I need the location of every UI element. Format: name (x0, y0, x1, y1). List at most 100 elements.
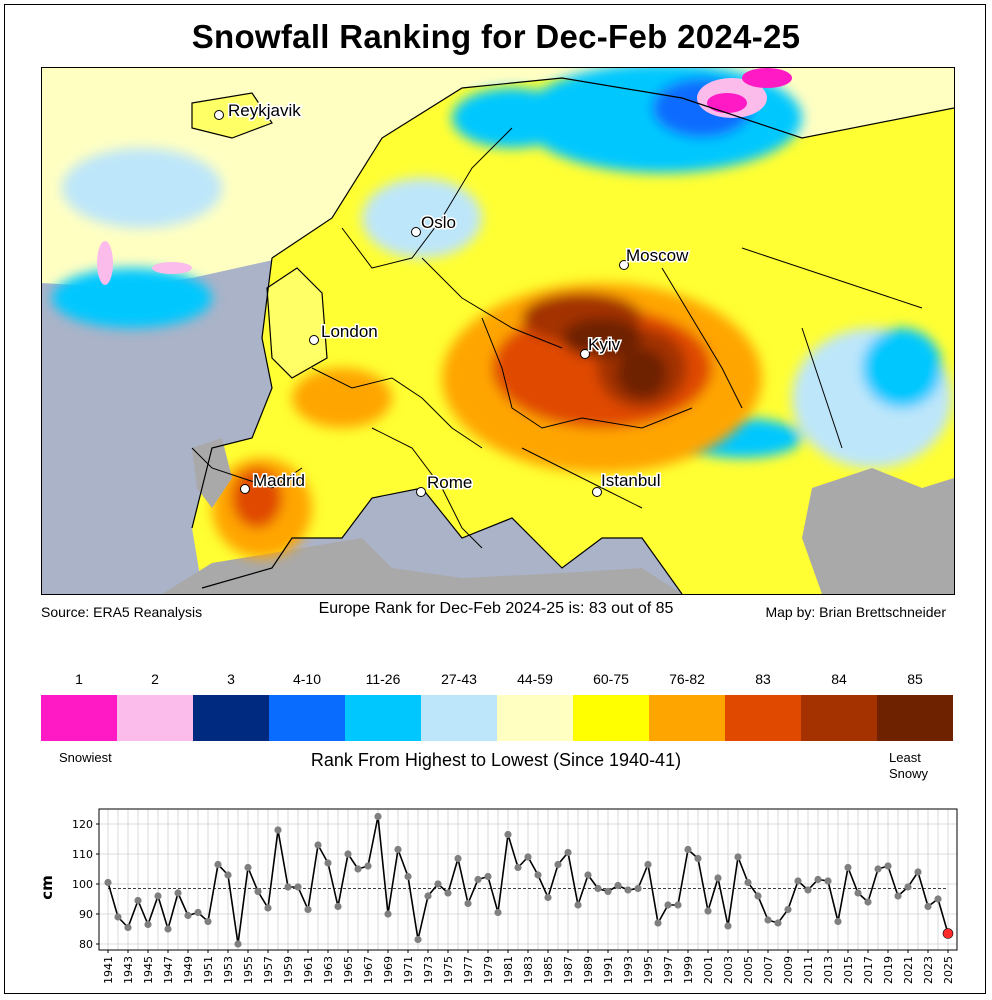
legend-label-9: 83 (755, 671, 771, 687)
data-point (514, 863, 522, 872)
data-point (264, 904, 272, 912)
data-point (704, 907, 712, 915)
x-tick-label: 2003 (722, 956, 735, 984)
snowfall-rank-map: Reykjavik Oslo Moscow London Kyiv Madrid… (42, 68, 954, 594)
legend-label-6: 44-59 (517, 671, 553, 687)
x-tick-label: 1999 (682, 956, 695, 984)
city-label-reykjavik: Reykjavik (228, 101, 301, 120)
map-region-blue (452, 88, 572, 148)
timeseries-svg: 80 90 100 110 120 1941 1943 1945 1947 1949 1951 195… (38, 808, 958, 984)
data-point (104, 878, 112, 887)
figure-frame (4, 4, 986, 994)
map-region-lightblue (62, 148, 222, 228)
data-point (584, 871, 592, 879)
data-point (144, 920, 152, 929)
data-point (904, 883, 912, 891)
legend-left-label: Snowiest (59, 750, 112, 765)
x-tick-label: 1959 (282, 956, 295, 984)
data-point (784, 905, 792, 914)
x-tick-label: 1951 (202, 956, 215, 984)
map-city-markers: Reykjavik Oslo Moscow London Kyiv Madrid… (214, 100, 691, 497)
data-point (114, 913, 122, 921)
x-tick-label: 1975 (442, 956, 455, 984)
city-marker-reykjavik (214, 110, 224, 120)
map-region-blue (52, 268, 212, 328)
city-marker-london (309, 335, 319, 345)
legend-swatch-7 (573, 695, 649, 741)
data-point (644, 860, 652, 869)
data-point (934, 895, 942, 903)
x-tick-label: 2001 (702, 956, 715, 984)
legend-labels: 1 2 3 4-10 11-26 27-43 44-59 60-75 76-82 83 84 85 (41, 671, 953, 691)
legend-swatch-5 (421, 695, 497, 741)
plot-frame (98, 808, 958, 951)
data-point (744, 878, 752, 887)
legend-label-11: 85 (907, 671, 923, 687)
data-point (224, 871, 232, 879)
map-region-no-data (192, 438, 232, 508)
legend-right-label-line2: Snowy (889, 766, 929, 781)
data-point (194, 908, 202, 917)
map-land-uk (267, 268, 327, 378)
data-point (654, 919, 662, 927)
y-tick-label: 100 (72, 878, 93, 891)
data-point (834, 917, 842, 926)
data-point (374, 812, 382, 821)
map-region-magenta (742, 68, 792, 88)
x-tick-label: 1979 (482, 956, 495, 984)
legend-right-label-line1: Least (889, 750, 921, 765)
data-point (634, 884, 642, 893)
legend-swatch-6 (497, 695, 573, 741)
data-point (674, 901, 682, 909)
city-label-istanbul: Istanbul (601, 471, 661, 490)
data-point (164, 925, 172, 933)
data-point (354, 865, 362, 873)
x-tick-label: 1945 (142, 956, 155, 984)
data-point (764, 916, 772, 924)
legend-swatch-9 (725, 695, 801, 741)
x-tick-label: 2009 (782, 956, 795, 984)
data-point (504, 830, 512, 839)
legend-label-8: 76-82 (669, 671, 705, 687)
data-point (804, 886, 812, 894)
city-label-oslo: Oslo (421, 213, 456, 232)
x-tick-label: 2011 (802, 956, 815, 984)
city-label-london: London (321, 322, 378, 341)
data-point (854, 889, 862, 897)
data-point (244, 863, 252, 872)
data-point (394, 845, 402, 854)
x-tick-label: 1943 (122, 956, 135, 984)
legend-swatch-0 (41, 695, 117, 741)
map-credit: Map by: Brian Brettschneider (765, 604, 946, 620)
data-point (754, 892, 762, 900)
x-tick-label: 1971 (402, 956, 415, 984)
legend-swatch-4 (345, 695, 421, 741)
map-land-iceland (192, 93, 272, 138)
legend-label-2: 3 (227, 671, 235, 687)
data-point (814, 875, 822, 884)
data-point (774, 919, 782, 927)
x-tick-label: 1941 (102, 956, 115, 984)
x-tick-label: 2021 (902, 956, 915, 984)
x-tick-label: 1949 (182, 956, 195, 984)
x-tick-label: 1973 (422, 956, 435, 984)
data-point (724, 922, 732, 930)
map-borders (191, 127, 923, 549)
x-tick-label: 1989 (582, 956, 595, 984)
rank-summary: Europe Rank for Dec-Feb 2024-25 is: 83 o… (318, 600, 674, 617)
legend-title: Rank From Highest to Lowest (Since 1940-… (310, 750, 682, 770)
data-point (474, 875, 482, 884)
y-tick-label: 90 (79, 908, 93, 921)
data-point (284, 883, 292, 891)
x-tick-label: 2025 (942, 956, 955, 984)
legend-swatch-3 (269, 695, 345, 741)
x-tick-label: 2023 (922, 956, 935, 984)
europe-map: Reykjavik Oslo Moscow London Kyiv Madrid… (41, 67, 955, 595)
map-region-red (232, 468, 282, 528)
data-point (304, 905, 312, 914)
x-tick-label: 1987 (562, 956, 575, 984)
data-point (454, 854, 462, 863)
data-point (864, 898, 872, 906)
city-marker-kyiv (580, 349, 590, 359)
x-tick-label: 1955 (242, 956, 255, 984)
